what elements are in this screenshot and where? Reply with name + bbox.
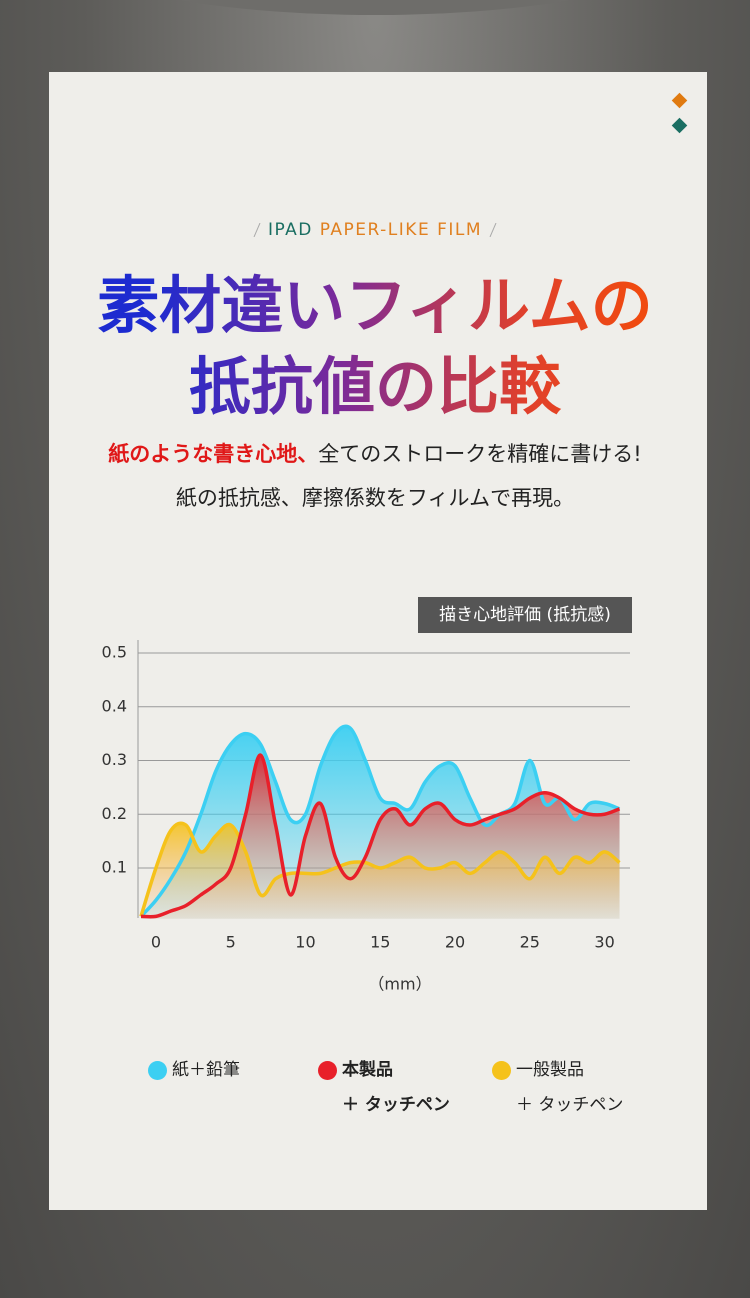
y-tick-label: 0.1 xyxy=(102,858,127,877)
title: 素材違いフィルムの xyxy=(0,255,750,345)
legend-label: 本製品 ＋ タッチペン xyxy=(342,1060,450,1115)
legend-label: 一般製品 ＋ タッチペン xyxy=(516,1060,624,1115)
badge xyxy=(418,597,632,633)
legend-item: 本製品 ＋ タッチペン xyxy=(318,1053,450,1123)
y-tick-label: 0.5 xyxy=(102,643,127,662)
x-tick-label: 30 xyxy=(594,933,614,952)
lead-highlight: 紙のような書き心地、 xyxy=(108,442,319,466)
lead-text: 全てのストロークを精確に書ける! xyxy=(318,442,642,466)
legend-dot xyxy=(318,1061,337,1080)
title: 抵抗値の比較 xyxy=(0,336,750,426)
y-tick-label: 0.3 xyxy=(102,750,127,769)
x-tick-label: 0 xyxy=(151,933,161,952)
x-tick-label: 15 xyxy=(370,933,390,952)
card xyxy=(49,72,707,1210)
badge-text: 描き心地評価 (抵抗感) xyxy=(439,605,611,625)
x-tick-label: 5 xyxy=(226,933,236,952)
slash xyxy=(253,222,261,238)
y-tick-label: 0.2 xyxy=(102,804,127,823)
legend-item: 紙＋鉛筆 xyxy=(148,1053,240,1088)
x-axis-label: （mm） xyxy=(368,975,431,994)
line xyxy=(139,821,621,917)
tagline: IPAD PAPER-LIKE FILM xyxy=(0,220,750,240)
tagline-prefix: IPAD xyxy=(267,220,313,240)
lead: 紙のような書き心地、全てのストロークを精確に書ける! xyxy=(0,438,750,468)
x-tick-label: 10 xyxy=(295,933,315,952)
x-tick-label: 20 xyxy=(445,933,465,952)
slash xyxy=(489,222,497,238)
legend-label: 紙＋鉛筆 xyxy=(172,1060,240,1080)
y-tick-label: 0.4 xyxy=(102,696,127,715)
legend-item: 一般製品 ＋ タッチペン xyxy=(492,1053,624,1123)
area xyxy=(140,823,620,919)
tagline-text: PAPER-LIKE FILM xyxy=(319,220,483,240)
legend-dot xyxy=(492,1061,511,1080)
x-tick-label: 25 xyxy=(520,933,540,952)
line xyxy=(140,753,621,919)
lead: 紙の抵抗感、摩擦係数をフィルムで再現。 xyxy=(175,486,575,510)
legend-dot xyxy=(148,1061,167,1080)
